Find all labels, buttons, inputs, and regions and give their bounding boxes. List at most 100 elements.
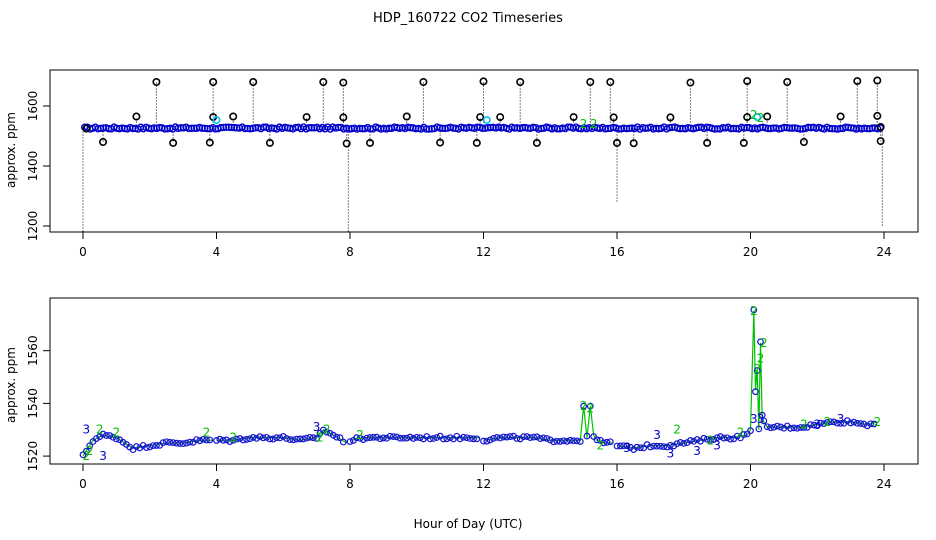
series-marker [426,435,434,443]
series-marker [359,436,367,444]
series-marker [650,442,658,450]
series-marker [556,438,564,445]
x-tick-label: 12 [476,245,491,259]
series-marker [216,435,224,443]
series-marker [506,433,514,440]
data-point [212,116,221,125]
series-marker [406,433,414,441]
series-marker [720,434,728,442]
data-point [476,113,485,122]
series-marker [790,424,798,432]
series-marker [433,434,441,441]
data-point [482,116,491,125]
series-marker [653,442,661,450]
series-marker [106,432,114,439]
series-marker [243,436,250,443]
series-marker [233,435,240,443]
series-marker [680,439,688,447]
series-marker [593,436,601,444]
y-tick-label: 1560 [26,335,40,366]
data-point [609,113,618,122]
data-point [209,78,218,87]
series-marker [733,432,741,440]
data-point [569,113,578,122]
series-marker [159,439,167,447]
data-point [339,78,348,87]
series-line [216,428,347,444]
series-marker [793,424,801,432]
series-marker [336,434,344,442]
data-point [339,113,348,122]
series-marker [366,434,374,441]
series-marker [173,439,180,447]
series-marker [486,436,494,444]
series-marker [296,435,304,443]
series-marker [747,427,754,435]
series-marker [620,442,628,450]
series-marker [253,435,260,442]
series-marker [119,438,127,446]
series-marker [656,442,664,450]
series-marker [213,437,220,444]
series-marker [526,434,534,442]
data-point [436,138,445,147]
series-marker [533,433,541,441]
y-tick-label: 1400 [26,151,40,182]
series-marker [309,434,317,442]
data-point: 2 [737,425,745,439]
series-marker [303,434,311,442]
series-marker [797,424,804,431]
series-marker [496,434,504,442]
data-point: 3 [693,444,701,458]
series-marker [500,433,507,441]
series-marker [196,437,204,445]
series-marker [456,435,464,443]
series-marker [613,442,621,450]
series-marker [400,434,407,442]
series-marker [673,440,681,448]
series-marker [580,402,588,410]
series-marker [356,434,364,442]
series-marker [346,438,354,445]
data-point [342,139,351,148]
series-marker [446,434,454,442]
series-marker [606,438,614,446]
data-point [783,78,792,87]
data-point: 2 [586,402,594,416]
data-point [419,78,428,87]
series-marker [770,423,778,431]
series-marker [773,422,781,430]
series-marker [787,424,794,432]
data-point: 3 [99,449,107,463]
series-marker [752,388,759,396]
series-marker [667,441,674,449]
series-marker [463,434,471,442]
series-marker [473,435,481,443]
data-point: 3 [623,441,631,455]
x-tick-label: 16 [609,477,624,491]
data-point [479,77,488,86]
data-point: 2 [590,117,598,131]
series-marker [546,436,554,444]
series-marker [677,439,684,446]
series-marker [853,419,861,427]
series-marker [279,433,287,440]
data-point [743,113,752,122]
series-marker [179,440,187,448]
data-point [132,112,141,121]
series-marker [723,434,731,442]
series-marker [389,433,397,441]
data-point: 3 [750,412,758,426]
series-marker [800,424,808,431]
data-point: 3 [83,423,91,437]
series-marker [416,434,424,442]
data-point: 3 [757,412,765,426]
data-point: 2 [356,428,364,442]
series-marker [837,419,845,427]
series-marker [713,434,721,442]
series-marker [717,433,724,440]
series-marker [313,435,321,442]
series-marker [132,443,140,450]
series-marker [483,437,491,445]
series-line [82,434,214,457]
